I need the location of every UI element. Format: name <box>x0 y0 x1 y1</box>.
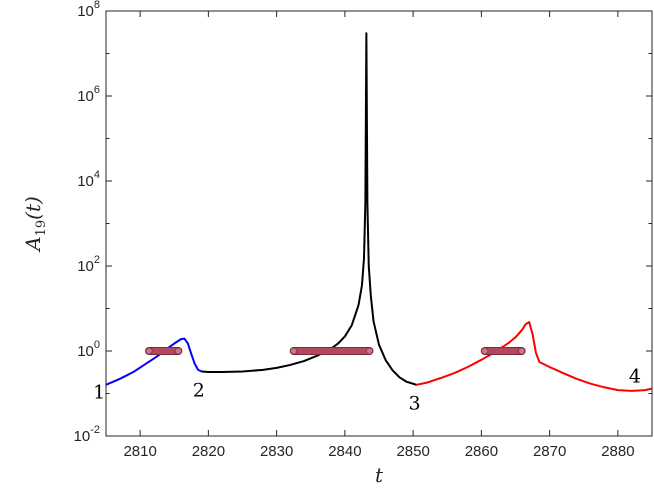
interval-bar-end-cap <box>518 347 526 355</box>
y-tick-label-exponent: 4 <box>94 169 100 181</box>
interval-bar-start-cap <box>481 347 489 355</box>
axes: 2810 2820 2830 2840 2850 2860 2870 288010-21001… <box>74 0 653 460</box>
y-tick-label-exponent: -2 <box>90 424 100 436</box>
interval-bar-1 <box>144 347 183 355</box>
interval-bar-3 <box>480 347 526 355</box>
annotation-4: 4 <box>629 365 641 387</box>
y-axis-label-suffix: (t) <box>21 196 45 220</box>
y-tick-label-exponent: 6 <box>94 84 100 96</box>
interval-bar-start-cap <box>290 347 298 355</box>
y-tick-label-base: 10 <box>77 343 94 360</box>
y-tick-label-base: 10 <box>77 173 94 190</box>
interval-bar-2 <box>289 347 374 355</box>
y-tick-label-base: 10 <box>77 88 94 105</box>
x-tick-label: 2840 <box>328 443 361 460</box>
axes-box <box>105 10 653 437</box>
interval-bar-end-cap <box>174 347 182 355</box>
y-tick-label-exponent: 2 <box>94 254 100 266</box>
annotation-3: 3 <box>408 393 420 415</box>
y-tick-label: 108 <box>77 0 100 20</box>
x-tick-label: 2820 <box>192 443 225 460</box>
y-tick-label: 102 <box>77 254 100 275</box>
annotation-2: 2 <box>193 380 205 402</box>
y-tick-label: 100 <box>77 339 100 360</box>
annotation-1: 1 <box>93 382 105 404</box>
plot-area: 1 2 3 4 <box>93 32 653 415</box>
x-tick-label: 2880 <box>601 443 634 460</box>
series-line-3 <box>416 321 653 392</box>
y-axis-label-subscript: 19 <box>34 220 49 237</box>
series-line-2 <box>201 32 417 386</box>
y-tick-label: 106 <box>77 84 100 105</box>
y-tick-label-exponent: 0 <box>94 339 100 351</box>
series-line-1 <box>105 337 202 386</box>
y-tick-label-base: 10 <box>77 258 94 275</box>
x-tick-label: 2830 <box>260 443 293 460</box>
y-tick-label-base: 10 <box>77 3 94 20</box>
y-tick-label-exponent: 8 <box>94 0 100 11</box>
y-axis-label-base: A <box>21 236 45 252</box>
axis-labels: t A19(t) <box>21 196 384 487</box>
interval-bar-start-cap <box>145 347 153 355</box>
y-tick-label: 104 <box>77 169 100 190</box>
y-tick-label: 10-2 <box>74 424 100 445</box>
x-tick-label: 2850 <box>396 443 429 460</box>
y-tick-label-base: 10 <box>74 428 91 445</box>
x-axis-label: t <box>375 463 384 487</box>
interval-bar-end-cap <box>365 347 374 355</box>
x-tick-label: 2810 <box>123 443 156 460</box>
x-tick-label: 2860 <box>465 443 498 460</box>
y-axis-label: A19(t) <box>21 196 49 253</box>
x-tick-label: 2870 <box>533 443 566 460</box>
